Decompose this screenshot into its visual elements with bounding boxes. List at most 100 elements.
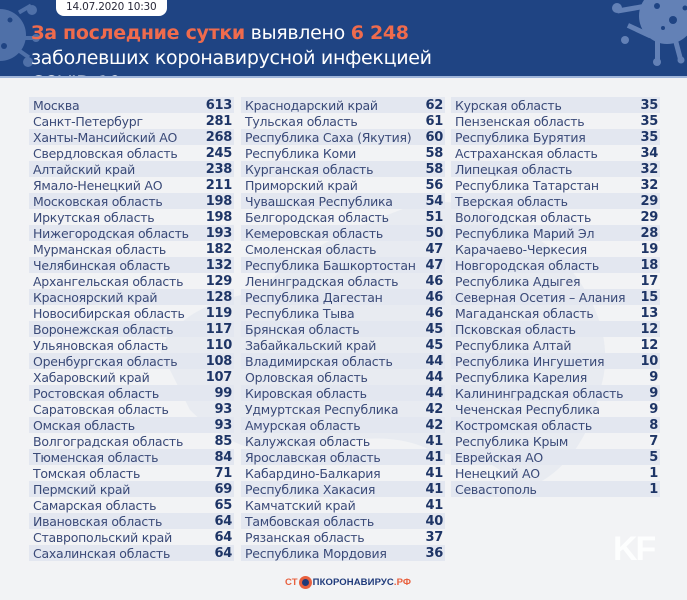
table-row: Чеченская Республика 9 (451, 401, 660, 417)
case-count: 1 (649, 465, 658, 481)
table-row: Воронежская область 117 (29, 321, 234, 337)
region-name: Астраханская область (455, 145, 598, 161)
table-row: Ростовская область 99 (29, 385, 234, 401)
region-name: Приморский край (245, 177, 358, 193)
case-count: 129 (205, 273, 233, 289)
region-name: Оренбургская область (33, 353, 178, 369)
region-name: Республика Дагестан (245, 289, 383, 305)
case-count: 47 (425, 257, 444, 273)
case-count: 245 (205, 145, 233, 161)
regions-column-3: Курская область 35 Пензенская область 35 Р… (451, 97, 660, 497)
case-count: 40 (425, 513, 444, 529)
case-count: 51 (425, 209, 444, 225)
case-count: 18 (640, 257, 659, 273)
region-name: Санкт-Петербург (33, 113, 143, 129)
table-row: Мурманская область 182 (29, 241, 234, 257)
table-row: Тамбовская область 40 (241, 513, 445, 529)
case-count: 42 (425, 417, 444, 433)
table-row: Архангельская область 129 (29, 273, 234, 289)
case-count: 8 (649, 417, 658, 433)
region-name: Республика Хакасия (245, 481, 376, 497)
table-row: Новгородская область 18 (451, 257, 660, 273)
case-count: 9 (649, 369, 658, 385)
case-count: 36 (425, 545, 444, 561)
table-row: Тюменская область 84 (29, 449, 234, 465)
case-count: 268 (205, 129, 233, 145)
region-name: Московская область (33, 193, 163, 209)
table-row: Карачаево-Черкесия 19 (451, 241, 660, 257)
table-row: Республика Карелия 9 (451, 369, 660, 385)
case-count: 93 (214, 417, 233, 433)
case-count: 47 (425, 241, 444, 257)
region-name: Карачаево-Черкесия (455, 241, 587, 257)
table-row: Ханты-Мансийский АО 268 (29, 129, 234, 145)
table-row: Ненецкий АО 1 (451, 465, 660, 481)
case-count: 29 (640, 193, 659, 209)
case-count: 50 (425, 225, 444, 241)
table-row: Республика Алтай 12 (451, 337, 660, 353)
region-name: Калужская область (245, 433, 371, 449)
case-count: 60 (425, 129, 444, 145)
table-row: Московская область 198 (29, 193, 234, 209)
case-count: 119 (205, 305, 233, 321)
case-count: 41 (425, 433, 444, 449)
table-row: Новосибирская область 119 (29, 305, 234, 321)
table-row: Белгородская область 51 (241, 209, 445, 225)
case-count: 71 (214, 465, 233, 481)
region-name: Удмуртская Республика (245, 401, 399, 417)
table-row: Ивановская область 64 (29, 513, 234, 529)
region-name: Владимирская область (245, 353, 393, 369)
region-name: Архангельская область (33, 273, 184, 289)
table-row: Ставропольский край 64 (29, 529, 234, 545)
table-row: Севастополь 1 (451, 481, 660, 497)
region-name: Ленинградская область (245, 273, 399, 289)
region-name: Вологодская область (455, 209, 592, 225)
region-name: Новгородская область (455, 257, 599, 273)
case-count: 12 (640, 321, 659, 337)
case-count: 64 (214, 529, 233, 545)
table-row: Сахалинская область 64 (29, 545, 234, 561)
region-name: Республика Ингушетия (455, 353, 605, 369)
region-name: Республика Коми (245, 145, 357, 161)
region-name: Костромская область (455, 417, 593, 433)
table-row: Магаданская область 13 (451, 305, 660, 321)
regions-column-2: Краснодарский край 62 Тульская область 61 … (241, 97, 445, 561)
case-count: 54 (425, 193, 444, 209)
region-name: Орловская область (245, 369, 368, 385)
table-row: Тульская область 61 (241, 113, 445, 129)
table-row: Еврейская АО 5 (451, 449, 660, 465)
region-name: Республика Бурятия (455, 129, 586, 145)
table-row: Волгоградская область 85 (29, 433, 234, 449)
table-row: Удмуртская Республика 42 (241, 401, 445, 417)
case-count: 17 (640, 273, 659, 289)
table-row: Республика Хакасия 41 (241, 481, 445, 497)
region-name: Еврейская АО (455, 449, 543, 465)
table-row: Брянская область 45 (241, 321, 445, 337)
case-count: 93 (214, 401, 233, 417)
table-row: Самарская область 65 (29, 497, 234, 513)
table-row: Иркутская область 198 (29, 209, 234, 225)
table-row: Республика Саха (Якутия) 60 (241, 129, 445, 145)
header-banner: 14.07.2020 10:30 За последние сутки выяв… (0, 0, 687, 78)
case-count: 64 (214, 545, 233, 561)
case-count: 35 (640, 129, 659, 145)
case-count: 32 (640, 177, 659, 193)
table-row: Ленинградская область 46 (241, 273, 445, 289)
region-name: Республика Марий Эл (455, 225, 595, 241)
region-name: Республика Тыва (245, 305, 355, 321)
case-count: 9 (649, 385, 658, 401)
region-name: Курганская область (245, 161, 374, 177)
case-count: 10 (640, 353, 659, 369)
case-count: 41 (425, 481, 444, 497)
case-count: 46 (425, 289, 444, 305)
table-row: Астраханская область 34 (451, 145, 660, 161)
region-name: Самарская область (33, 497, 157, 513)
region-name: Саратовская область (33, 401, 169, 417)
table-row: Камчатский край 41 (241, 497, 445, 513)
case-count: 15 (640, 289, 659, 305)
region-name: Алтайский край (33, 161, 136, 177)
case-count: 65 (214, 497, 233, 513)
case-count: 85 (214, 433, 233, 449)
case-count: 19 (640, 241, 659, 257)
case-count: 58 (425, 145, 444, 161)
